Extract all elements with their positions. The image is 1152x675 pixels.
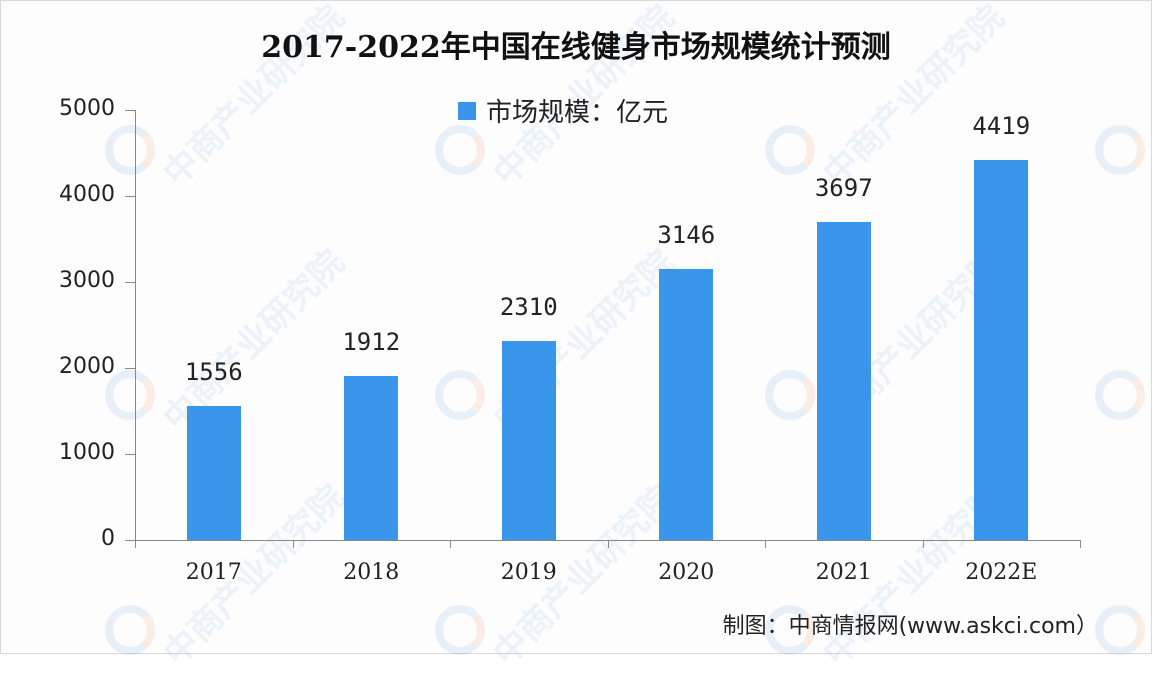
chart-title: 2017-2022年中国在线健身市场规模统计预测 (261, 30, 891, 65)
bar-2019 (501, 341, 556, 540)
x-tick-label: 2021 (815, 560, 872, 585)
y-tick-label: 3000 (59, 268, 115, 293)
bar-2021 (816, 222, 871, 540)
legend-swatch (458, 101, 476, 120)
value-label: 3146 (657, 221, 716, 250)
x-tick (607, 540, 609, 548)
bar-2018 (344, 375, 399, 540)
value-label: 4419 (972, 111, 1031, 140)
x-axis-line (125, 540, 1080, 541)
x-tick (922, 540, 924, 548)
value-label: 1912 (342, 327, 401, 356)
x-tick-label: 2018 (343, 560, 400, 585)
y-tick-label: 1000 (59, 440, 115, 465)
legend: 市场规模：亿元 (458, 92, 668, 129)
x-tick-label: 2020 (658, 560, 715, 585)
legend-label: 市场规模：亿元 (486, 98, 669, 128)
x-tick-label: 2017 (185, 560, 242, 585)
chart-frame (0, 0, 1152, 654)
value-label: 3697 (814, 174, 873, 203)
y-tick (125, 110, 135, 111)
x-tick-label: 2019 (500, 560, 557, 585)
y-tick (125, 196, 135, 197)
y-tick (125, 540, 135, 541)
x-tick (765, 540, 766, 548)
x-tick (450, 540, 451, 548)
y-axis-line (135, 110, 136, 548)
bar-2022e (974, 159, 1029, 540)
bar-2017 (186, 406, 241, 540)
y-tick-label: 2000 (59, 354, 115, 379)
value-label: 1556 (184, 358, 243, 387)
y-tick (125, 368, 135, 369)
y-tick-label: 4000 (59, 182, 115, 207)
bar-2020 (659, 269, 714, 540)
y-tick-label: 5000 (59, 96, 115, 121)
source-note: 制图：中商情报网(www.askci.com） (722, 614, 1098, 639)
y-tick (125, 282, 135, 283)
x-tick-label: 2022E (965, 560, 1038, 585)
y-tick (125, 454, 135, 455)
value-label: 2310 (499, 293, 558, 322)
x-tick (292, 540, 294, 548)
x-tick (1080, 540, 1081, 548)
y-tick-label: 0 (101, 526, 115, 551)
